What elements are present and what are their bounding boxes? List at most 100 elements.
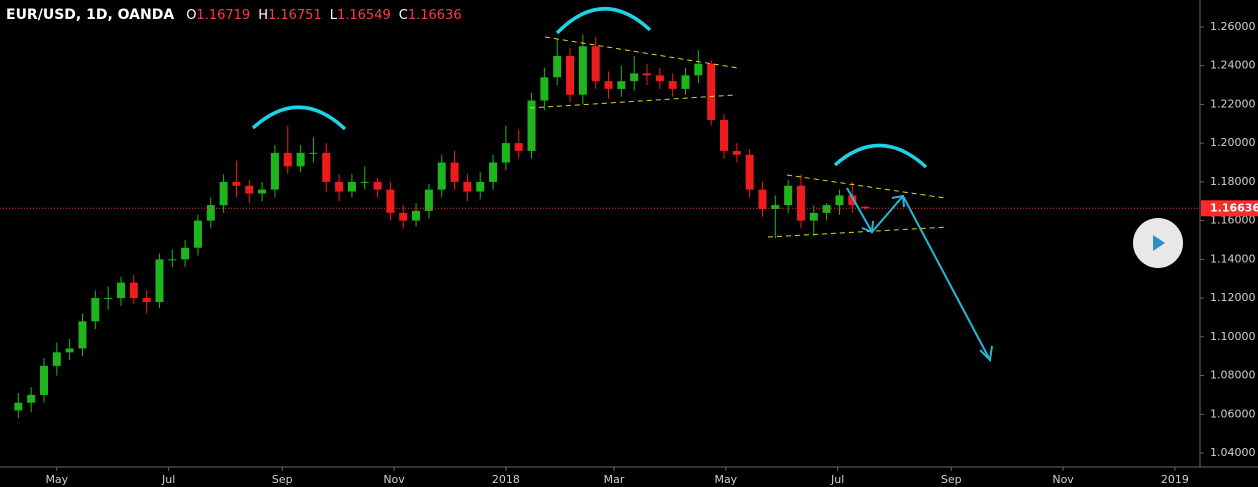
arrow-path xyxy=(846,187,904,234)
arrow-head xyxy=(861,220,874,234)
candle-body xyxy=(219,181,228,206)
arrow-path xyxy=(902,195,991,361)
candle-body xyxy=(39,365,48,395)
candle-body xyxy=(514,143,523,151)
candle-body xyxy=(540,77,549,101)
candle-body xyxy=(861,206,870,209)
arc xyxy=(833,143,928,169)
candle-body xyxy=(719,119,728,151)
candle-body xyxy=(707,63,716,120)
candle-body xyxy=(245,185,254,194)
candle-body xyxy=(745,154,754,190)
ohlc-label: O xyxy=(186,8,196,23)
candle-body xyxy=(758,189,767,209)
x-tick-label: 2019 xyxy=(1161,473,1189,486)
play-button[interactable] xyxy=(1133,218,1183,268)
trend-line xyxy=(529,94,736,109)
candle-body xyxy=(501,143,510,163)
x-tick-label: Sep xyxy=(941,473,962,486)
candle-body xyxy=(347,181,356,192)
x-tick-label: Nov xyxy=(383,473,405,486)
candle-body xyxy=(643,73,652,76)
arc xyxy=(555,7,652,35)
candle-body xyxy=(52,352,61,366)
candle-body xyxy=(822,205,831,213)
candle-body xyxy=(668,81,677,89)
candle-body xyxy=(591,46,600,82)
candle-body xyxy=(489,162,498,182)
ohlc-label: C xyxy=(399,8,408,23)
candle-body xyxy=(65,348,74,353)
candle-body xyxy=(848,195,857,206)
candle-body xyxy=(232,181,241,186)
candle-body xyxy=(604,81,613,89)
candle-body xyxy=(771,205,780,209)
ohlc-value: 1.16549 xyxy=(337,8,391,23)
y-tick-label: 1.04000 xyxy=(1210,446,1256,459)
candle-body xyxy=(91,298,100,322)
candle-body xyxy=(578,46,587,95)
arc xyxy=(251,105,347,131)
candle-body xyxy=(617,81,626,89)
trend-line xyxy=(767,226,949,238)
candle-body xyxy=(630,73,639,82)
candle-body xyxy=(168,259,177,261)
x-tick-label: May xyxy=(714,473,737,486)
candle-body xyxy=(437,162,446,190)
trend-line xyxy=(544,36,739,69)
candle-body xyxy=(553,55,562,78)
candle-body xyxy=(809,212,818,221)
candle-body xyxy=(476,181,485,192)
y-tick-label: 1.22000 xyxy=(1210,97,1256,110)
candle-body xyxy=(283,152,292,167)
last-price-box xyxy=(1201,200,1258,217)
candle-body xyxy=(412,210,421,221)
candle-body xyxy=(78,321,87,349)
candle-body xyxy=(527,100,536,151)
candle-body xyxy=(27,394,36,403)
candle-body xyxy=(206,205,215,221)
candle-body xyxy=(181,247,190,260)
y-tick-label: 1.20000 xyxy=(1210,136,1256,149)
plot-area xyxy=(0,34,1200,419)
candle-body xyxy=(399,212,408,221)
candle-body xyxy=(694,63,703,76)
header: EUR/USD, 1D, OANDA O1.16719 H1.16751 L1.165… xyxy=(6,7,462,23)
candle-body xyxy=(655,75,664,82)
y-tick-label: 1.14000 xyxy=(1210,252,1256,265)
x-tick-label: Jul xyxy=(161,473,175,486)
arrow-head xyxy=(979,345,993,363)
x-tick-label: May xyxy=(45,473,68,486)
last-price-label: 1.16636 xyxy=(1210,201,1258,214)
candle-body xyxy=(193,220,202,248)
x-tick-label: Sep xyxy=(272,473,293,486)
y-tick-label: 1.16000 xyxy=(1210,214,1256,227)
y-tick-label: 1.08000 xyxy=(1210,369,1256,382)
candle-body xyxy=(360,181,369,183)
candle-body xyxy=(104,298,113,300)
trend-line xyxy=(786,174,946,199)
candle-body xyxy=(450,162,459,182)
y-tick-label: 1.26000 xyxy=(1210,20,1256,33)
candle-body xyxy=(309,152,318,154)
candle-body xyxy=(784,185,793,206)
candle-body xyxy=(796,185,805,221)
ohlc-label: L xyxy=(330,8,338,23)
y-tick-label: 1.18000 xyxy=(1210,175,1256,188)
candle-body xyxy=(258,189,267,194)
ohlc-value: 1.16719 xyxy=(196,8,250,23)
candle-body xyxy=(681,75,690,89)
candle-body xyxy=(732,150,741,155)
play-icon[interactable] xyxy=(1153,235,1165,251)
drawings xyxy=(251,7,993,363)
symbol: EUR/USD, 1D, OANDA xyxy=(6,7,174,23)
candle-body xyxy=(566,55,575,95)
candle-body xyxy=(322,152,331,182)
candle-body xyxy=(155,259,164,302)
y-tick-label: 1.24000 xyxy=(1210,59,1256,72)
x-tick-label: Mar xyxy=(604,473,625,486)
candle-body xyxy=(463,181,472,192)
ohlc-label: H xyxy=(258,8,268,23)
ohlc-value: 1.16636 xyxy=(408,8,462,23)
